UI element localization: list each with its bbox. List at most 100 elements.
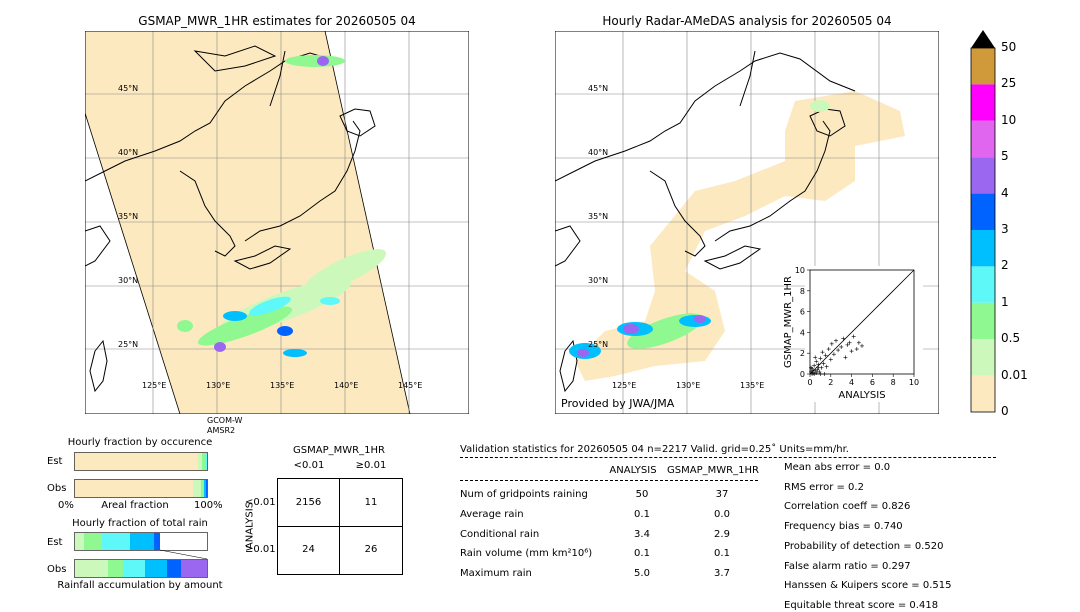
scatter-y-tick-label: 2 xyxy=(800,349,805,358)
scatter-x-tick-label: 6 xyxy=(870,378,875,387)
validation-row-gsmap: 37 xyxy=(715,489,729,500)
contingency-row1: <0.01 xyxy=(245,497,276,508)
scatter-point xyxy=(812,372,817,376)
left-lat-label-45: 45°N xyxy=(118,84,139,93)
validation-score: Correlation coeff = 0.826 xyxy=(784,501,911,513)
scatter-point xyxy=(815,367,820,372)
validation-row-label: Conditional rain xyxy=(460,529,540,540)
scatter-point xyxy=(822,372,827,376)
satellite-label-2: AMSR2 xyxy=(207,426,236,435)
scatter-x-tick-label: 4 xyxy=(849,378,854,387)
scatter-x-tick-label: 0 xyxy=(807,378,812,387)
scatter-point xyxy=(820,350,825,355)
colorbar-segment xyxy=(971,230,995,267)
left-lon-label-140: 140°E xyxy=(334,381,359,390)
validation-score: Frequency bias = 0.740 xyxy=(784,521,903,533)
colorbar-extend-arrow xyxy=(971,30,995,48)
contingency-row2: ≥0.01 xyxy=(245,544,276,555)
colorbar-label: 10 xyxy=(1001,112,1017,127)
scatter-point xyxy=(829,341,834,346)
total-obs-label: Obs xyxy=(47,564,67,575)
occurrence-title: Hourly fraction by occurence xyxy=(67,437,213,448)
colorbar-segment xyxy=(971,375,995,412)
left-lon-label-130: 130°E xyxy=(206,381,231,390)
colorbar-label: 0.01 xyxy=(1001,367,1028,382)
scatter-point xyxy=(826,347,831,352)
scatter-point xyxy=(841,336,846,341)
colorbar-label: 25 xyxy=(1001,76,1017,91)
scatter-point xyxy=(813,355,818,360)
contingency-cell-d: 26 xyxy=(364,544,378,555)
scatter-point xyxy=(817,369,822,374)
colorbar-label: 3 xyxy=(1001,222,1009,236)
scatter-x-tick-label: 8 xyxy=(891,378,896,387)
scatter-point xyxy=(856,340,861,345)
scatter-x-tick-label: 10 xyxy=(909,378,919,387)
contingency-col1: <0.01 xyxy=(293,460,325,471)
validation-row-gsmap: 2.9 xyxy=(714,529,730,540)
colorbar-label: 2 xyxy=(1001,258,1009,273)
right-lat-label-45: 45°N xyxy=(588,84,609,93)
validation-row-label: Average rain xyxy=(460,509,524,520)
scatter-point xyxy=(845,342,850,347)
scatter-ylabel: GSMAP_MWR_1HR xyxy=(783,276,794,368)
scatter-y-tick-label: 10 xyxy=(795,266,805,275)
scatter-plot: 0 2 4 6 8 10 0 2 4 6 8 10 ANALYSIS GSMAP_MWR_1HR xyxy=(783,266,919,401)
left-lon-label-125: 125°E xyxy=(142,381,167,390)
right-lon-label-130: 130°E xyxy=(676,381,701,390)
colorbar-label: 1 xyxy=(1001,294,1009,309)
scatter-point xyxy=(823,353,828,358)
data-credit: Provided by JWA/JMA xyxy=(561,397,675,410)
scatter-point xyxy=(818,356,823,361)
total-rain-bars xyxy=(74,532,208,578)
colorbar-frame xyxy=(970,47,996,413)
validation-row-label: Num of gridpoints raining xyxy=(460,489,588,500)
occurrence-axis-left: 0% xyxy=(58,500,74,511)
validation-row-gsmap: 0.0 xyxy=(714,509,730,520)
validation-score: Hanssen & Kuipers score = 0.515 xyxy=(784,580,952,592)
scatter-point xyxy=(818,372,823,376)
left-lat-label-30: 30°N xyxy=(118,276,139,285)
colorbar-segment xyxy=(971,302,995,340)
rain-patches xyxy=(569,100,830,359)
right-lon-label-125: 125°E xyxy=(612,381,637,390)
validation-row-gsmap: 3.7 xyxy=(714,568,730,579)
contingency-cell-b: 11 xyxy=(364,497,378,508)
scatter-point xyxy=(809,369,814,374)
validation-row-analysis: 5.0 xyxy=(634,568,650,579)
contingency-cell-a: 2156 xyxy=(295,497,322,508)
occurrence-bars xyxy=(74,452,208,498)
scatter-point xyxy=(809,365,814,370)
scatter-point xyxy=(854,347,859,352)
total-rain-title: Hourly fraction of total rain xyxy=(72,518,208,529)
validation-row-analysis: 3.4 xyxy=(634,529,650,540)
left-lat-label-35: 35°N xyxy=(118,212,139,221)
scatter-point xyxy=(860,343,864,348)
colorbar-label: 0 xyxy=(1001,404,1009,418)
scatter-point xyxy=(816,365,821,370)
colorbar-segment xyxy=(971,339,995,376)
scatter-x-tick-label: 2 xyxy=(828,378,833,387)
colorbar-label: 5 xyxy=(1001,149,1009,164)
colorbar-segment xyxy=(971,120,995,158)
occurrence-axis-mid: Areal fraction xyxy=(101,500,169,511)
left-map xyxy=(85,31,469,414)
scatter-point xyxy=(847,340,852,345)
contingency-col2: ≥0.01 xyxy=(355,460,387,471)
validation-row-analysis: 50 xyxy=(635,489,649,500)
scatter-point xyxy=(831,352,836,357)
total-est-label: Est xyxy=(47,537,63,548)
scatter-y-tick-label: 6 xyxy=(800,308,805,317)
scatter-point xyxy=(828,357,833,362)
colorbar-label: 50 xyxy=(1001,40,1017,54)
validation-score: Probability of detection = 0.520 xyxy=(784,540,944,552)
right-lat-label-40: 40°N xyxy=(588,148,609,157)
rain-patches xyxy=(177,55,387,357)
col-gsmap: GSMAP_MWR_1HR xyxy=(667,465,759,476)
validation-score: False alarm ratio = 0.297 xyxy=(784,560,911,572)
radar-coverage xyxy=(575,91,905,381)
colorbar-label: 0.5 xyxy=(1001,331,1021,346)
scatter-y-tick-label: 8 xyxy=(800,287,805,296)
scatter-point xyxy=(834,338,838,343)
col-analysis: ANALYSIS xyxy=(609,465,657,476)
